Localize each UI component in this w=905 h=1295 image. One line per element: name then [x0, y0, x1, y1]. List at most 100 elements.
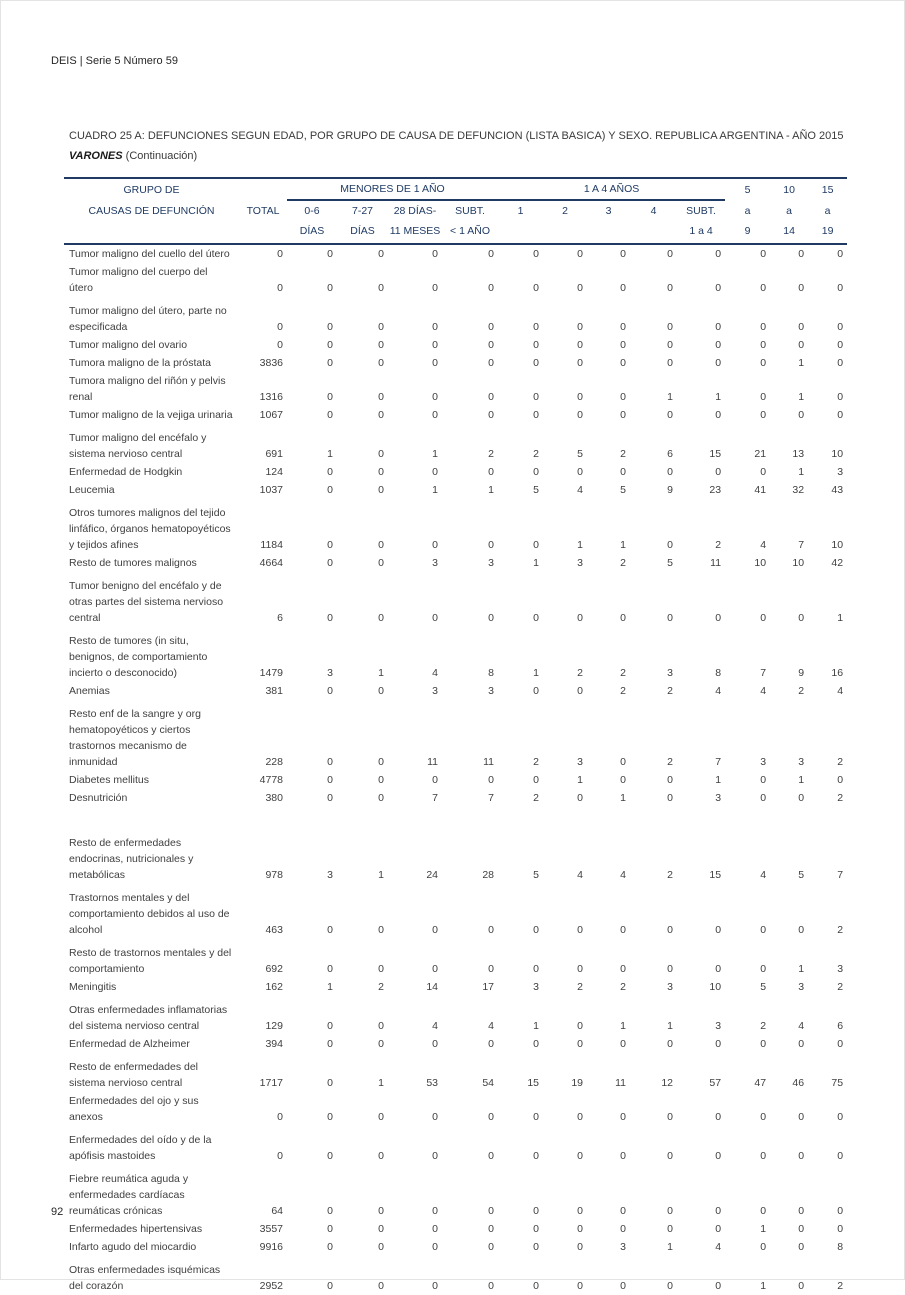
cell-value: 32: [792, 484, 805, 496]
cell-value: 1: [798, 357, 805, 369]
header-col-28-dias: 28 DÍAS-: [393, 205, 437, 217]
cell-value: 0: [488, 774, 495, 786]
cell-value: 0: [327, 1223, 333, 1235]
table-row: Resto enf de la sangre y org hematopoyét…: [64, 700, 847, 771]
cell-value: 0: [760, 924, 767, 936]
cell-value: 0: [760, 1205, 767, 1217]
cell-value: 0: [760, 963, 767, 975]
cell-value: 3: [715, 1020, 722, 1032]
cell-value: 0: [327, 1150, 333, 1162]
cell-value: 0: [327, 339, 333, 351]
cell-value: 0: [432, 1223, 438, 1235]
cell-value: 0: [667, 1111, 674, 1123]
cell-value: 7: [837, 869, 844, 881]
cell-value: 4: [760, 869, 767, 881]
cell-value: 0: [837, 1150, 844, 1162]
cell-value: 21: [754, 448, 767, 460]
cell-value: 5: [577, 448, 584, 460]
cell-value: 15: [709, 448, 722, 460]
cell-value: 2: [837, 792, 844, 804]
cell-value: 0: [533, 1150, 540, 1162]
cell-value: 0: [577, 792, 584, 804]
cell-value: 0: [432, 1038, 438, 1050]
cell-value: 0: [760, 466, 767, 478]
cell-value: 3: [327, 869, 333, 881]
cell-value: 0: [620, 1150, 627, 1162]
cell-value: 0: [577, 924, 584, 936]
header-col-0-6-dias: DÍAS: [287, 221, 337, 245]
table-row: Tumor maligno del encéfalo y sistema ner…: [64, 424, 847, 463]
cell-value: 0: [715, 282, 722, 294]
header-col-2: 2: [562, 205, 568, 217]
cell-value: 0: [533, 1241, 540, 1253]
cell-value: 2: [577, 981, 584, 993]
cell-value: 0: [533, 539, 540, 551]
cell-value: 0: [760, 1111, 767, 1123]
cell-value: 0: [620, 756, 627, 768]
cell-value: 1: [837, 612, 844, 624]
row-label: Tumor maligno del útero, parte no especi…: [69, 305, 227, 333]
cell-value: 0: [432, 612, 438, 624]
cell-value: 691: [265, 448, 283, 460]
cell-value: 0: [378, 391, 384, 403]
cell-value: 0: [432, 282, 438, 294]
cell-value: 0: [378, 1280, 384, 1292]
cell-value: 2: [667, 756, 674, 768]
cell-value: 0: [432, 248, 438, 260]
cell-value: 0: [533, 321, 540, 333]
cell-value: 0: [378, 1205, 384, 1217]
cell-value: 6: [837, 1020, 844, 1032]
cell-value: 3: [620, 1241, 627, 1253]
cell-value: 0: [620, 774, 627, 786]
cell-value: 0: [432, 774, 438, 786]
header-row-groups: GRUPO DE MENORES DE 1 AÑO 1 A 4 AÑOS 5 1…: [64, 177, 848, 201]
cell-value: 0: [488, 282, 495, 294]
cell-value: 1: [798, 963, 805, 975]
cell-value: 0: [378, 1150, 384, 1162]
cell-value: 0: [620, 1280, 627, 1292]
cell-value: 0: [378, 484, 384, 496]
cell-value: 0: [760, 282, 767, 294]
cell-value: 3: [760, 756, 767, 768]
cell-value: 0: [577, 1020, 584, 1032]
cell-value: 2: [620, 557, 627, 569]
cell-value: 0: [533, 1038, 540, 1050]
cell-value: 0: [277, 1150, 283, 1162]
cell-value: 43: [831, 484, 844, 496]
cell-value: 0: [277, 1111, 283, 1123]
cell-value: 1: [760, 1223, 767, 1235]
cell-value: 0: [837, 282, 844, 294]
cell-value: 0: [327, 391, 333, 403]
cell-value: 0: [378, 448, 384, 460]
cell-value: 1: [620, 1020, 627, 1032]
cell-value: 0: [378, 321, 384, 333]
cell-value: 0: [327, 1038, 333, 1050]
cell-value: 1: [432, 448, 438, 460]
cell-value: 28: [482, 869, 495, 881]
table-body: Tumor maligno del cuello del útero 0 0 0 0 0 0…: [64, 244, 847, 1295]
cell-value: 0: [327, 1111, 333, 1123]
cell-value: 7: [488, 792, 495, 804]
cell-value: 381: [265, 685, 283, 697]
row-label: Resto enf de la sangre y org hematopoyét…: [69, 708, 201, 768]
header-causas: CAUSAS DE DEFUNCIÓN: [88, 204, 215, 217]
cell-value: 2: [760, 1020, 767, 1032]
cell-value: 0: [837, 409, 844, 421]
row-label: Enfermedad de Hodgkin: [69, 466, 183, 478]
cell-value: 0: [327, 282, 333, 294]
cell-value: 0: [620, 1205, 627, 1217]
cell-value: 0: [798, 1150, 805, 1162]
table-row: Otros tumores malignos del tejido linfáf…: [64, 499, 847, 554]
cell-value: 0: [798, 248, 805, 260]
cell-value: 0: [715, 963, 722, 975]
cell-value: 0: [620, 1111, 627, 1123]
cell-value: 3: [837, 466, 844, 478]
cell-value: 1: [327, 981, 333, 993]
page-number: 92: [51, 1206, 64, 1218]
cell-value: 0: [533, 357, 540, 369]
cell-value: 0: [620, 409, 627, 421]
cell-value: 0: [667, 248, 674, 260]
cell-value: 1479: [259, 667, 283, 679]
cell-value: 3: [432, 557, 438, 569]
cell-value: 0: [488, 1111, 495, 1123]
